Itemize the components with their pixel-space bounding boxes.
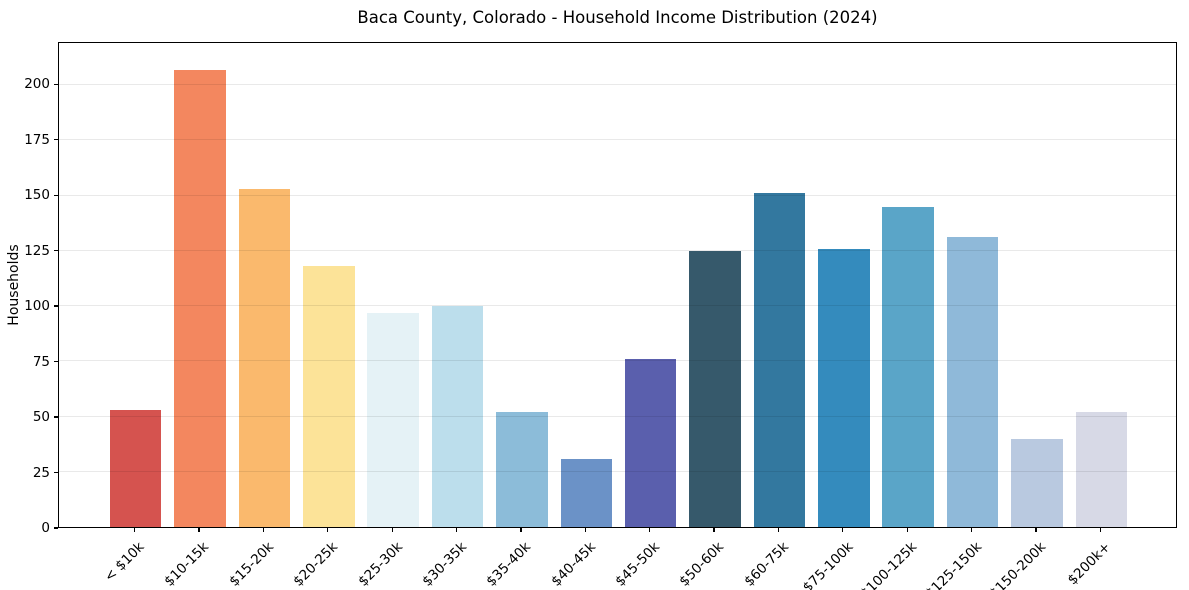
xtick-label-0: < $10k (87, 536, 148, 585)
ytick-mark-125 (54, 250, 58, 252)
ytick-mark-75 (54, 360, 58, 363)
xtick-label-text: $50-60k (676, 539, 728, 590)
xtick-label-2: $15-20k (210, 536, 277, 590)
xtick-label-12: $100-125k (836, 536, 921, 590)
ytick-label-100: 100 (24, 298, 50, 315)
bar-30-35k (431, 306, 484, 527)
xtick-label-6: $35-40k (467, 536, 535, 590)
ytick-label-75: 75 (32, 353, 50, 370)
ytick-mark-150 (54, 194, 58, 196)
xtick-label-5: $30-35k (403, 536, 470, 590)
gridline-y-100 (59, 305, 1176, 306)
bar-25-30k (367, 312, 419, 527)
ytick-label-150: 150 (24, 187, 50, 204)
xtick-mark-9 (713, 528, 715, 532)
xtick-label-text: $10-15k (161, 539, 213, 590)
xtick-mark-1 (198, 528, 200, 532)
gridline-y-50 (59, 415, 1176, 417)
xtick-label-text: $45-50k (612, 539, 664, 590)
xtick-mark-6 (520, 528, 522, 532)
xtick-mark-3 (327, 528, 329, 532)
gridline-y-75 (59, 360, 1176, 362)
bar-40-45k (560, 458, 613, 527)
chart-title: Baca County, Colorado - Household Income… (357, 8, 878, 27)
xtick-mark-15 (1099, 528, 1101, 532)
ytick-mark-200 (54, 83, 58, 85)
ytick-label-50: 50 (32, 409, 50, 426)
xtick-label-text: $200k+ (1064, 539, 1114, 589)
ytick-label-125: 125 (24, 242, 50, 259)
xtick-mark-7 (584, 528, 586, 532)
xtick-label-text: $25-30k (354, 539, 406, 590)
ytick-label-0: 0 (41, 520, 50, 536)
bar-10k (109, 409, 162, 527)
bar-35-40k (496, 412, 548, 527)
xtick-mark-0 (134, 528, 136, 532)
xtick-mark-4 (391, 528, 393, 532)
xtick-mark-8 (649, 528, 651, 532)
bar-45-50k (624, 359, 677, 527)
xtick-label-10: $60-75k (725, 536, 792, 590)
xtick-label-text: $30-35k (419, 539, 470, 590)
gridline-y-200 (59, 84, 1176, 85)
xtick-label-14: $150-200k (965, 536, 1049, 590)
xtick-label-13: $125-150k (901, 536, 985, 590)
xtick-mark-10 (777, 528, 780, 532)
bar-125-150k (946, 237, 999, 527)
bar-150-200k (1011, 438, 1063, 527)
xtick-label-3: $20-25k (274, 536, 341, 590)
xtick-label-text: $35-40k (483, 539, 535, 590)
ytick-label-25: 25 (32, 464, 50, 481)
bar-75-100k (818, 248, 870, 527)
ytick-mark-100 (54, 305, 58, 307)
xtick-mark-13 (970, 528, 973, 532)
bar-20-25k (303, 266, 355, 527)
xtick-label-text: $20-25k (290, 539, 342, 590)
bar-200k (1075, 412, 1128, 527)
xtick-label-1: $10-15k (145, 536, 213, 590)
xtick-mark-11 (842, 528, 844, 532)
gridline-y-25 (59, 470, 1176, 472)
bar-15-20k (238, 188, 291, 527)
xtick-mark-12 (906, 528, 908, 532)
xtick-label-7: $40-45k (532, 536, 599, 590)
xtick-label-text: < $10k (101, 539, 148, 586)
ytick-label-200: 200 (24, 76, 50, 93)
xtick-label-15: $200k+ (1049, 536, 1114, 588)
gridline-y-175 (59, 139, 1176, 141)
xtick-label-text: $40-45k (547, 539, 599, 590)
xtick-label-11: $75-100k (781, 536, 856, 590)
xtick-label-text: $150-200k (986, 539, 1050, 590)
bar-60-75k (753, 193, 806, 527)
plot-area (58, 42, 1177, 528)
bar-100-125k (882, 206, 934, 527)
xtick-mark-5 (455, 528, 458, 532)
gridline-y-150 (59, 194, 1176, 196)
ytick-mark-25 (54, 471, 58, 474)
ytick-mark-0 (54, 527, 58, 529)
xtick-mark-14 (1035, 528, 1037, 532)
ytick-label-175: 175 (24, 131, 50, 148)
xtick-label-text: $15-20k (226, 539, 277, 590)
bar-10-15k (174, 69, 226, 527)
ytick-mark-50 (54, 416, 58, 418)
xtick-mark-2 (262, 528, 264, 532)
gridline-y-125 (59, 249, 1176, 251)
xtick-label-4: $25-30k (339, 536, 406, 590)
xtick-label-8: $45-50k (596, 536, 663, 590)
bar-50-60k (689, 250, 741, 527)
ytick-mark-175 (54, 139, 58, 141)
xtick-label-9: $50-60k (660, 536, 728, 590)
